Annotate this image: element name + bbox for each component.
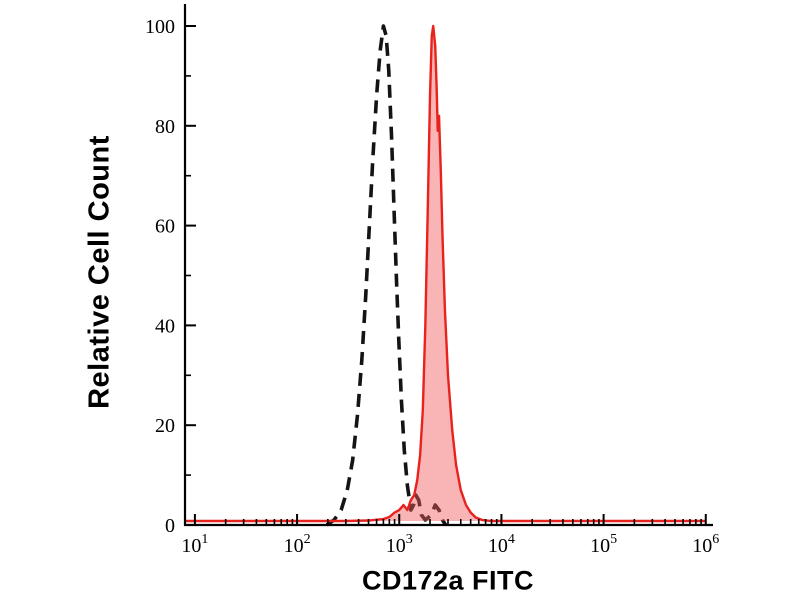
y-axis-tick-label: 80 [155, 116, 175, 138]
x-axis-tick-label: 106 [692, 532, 719, 557]
series-line-0 [325, 24, 448, 527]
x-axis-title: CD172a FITC [361, 565, 535, 596]
x-axis-tick-label: 105 [590, 532, 617, 557]
x-axis-tick-label: 101 [181, 532, 208, 557]
x-axis-tick-label: 103 [386, 532, 413, 557]
y-axis-tick-label: 40 [155, 315, 175, 337]
y-axis-tick-label: 20 [155, 415, 175, 437]
y-axis-tick-label: 100 [145, 16, 175, 38]
y-axis-tick-label: 60 [155, 216, 175, 238]
y-axis-tick-label: 0 [165, 515, 175, 537]
y-axis-title: Relative Cell Count [83, 135, 116, 409]
x-axis-tick-label: 102 [284, 532, 311, 557]
x-axis-tick-label: 104 [488, 532, 515, 557]
series-line-1 [185, 24, 706, 523]
series-fill-1 [185, 26, 706, 522]
